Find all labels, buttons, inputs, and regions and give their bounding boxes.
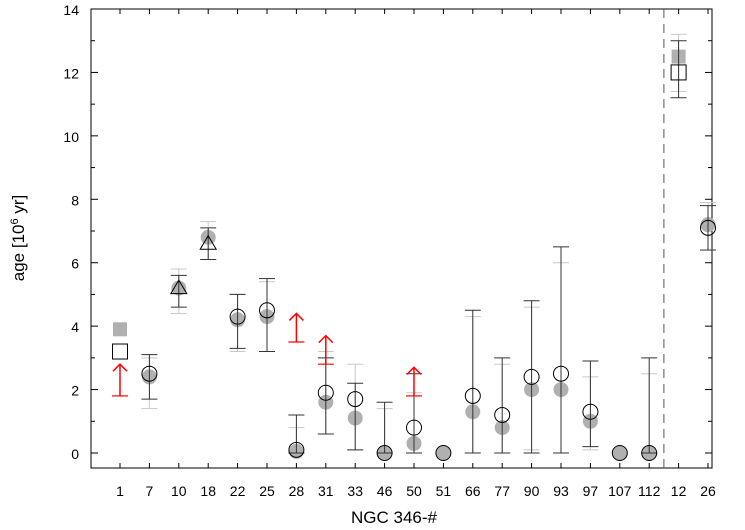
open-circle-point xyxy=(229,308,246,325)
lower-limit-arrowhead xyxy=(318,334,334,344)
y-tick-label: 8 xyxy=(71,192,79,208)
lower-limit-arrows xyxy=(112,312,422,397)
x-tick-label: 18 xyxy=(200,483,216,499)
x-tick-label: 25 xyxy=(259,483,275,499)
plot-frame xyxy=(90,8,713,469)
x-tick-label: 93 xyxy=(553,483,569,499)
gray-circle-point xyxy=(612,445,628,461)
series-open xyxy=(112,40,716,461)
open-circle-point xyxy=(317,384,334,401)
gray-circle-point xyxy=(435,445,451,461)
lower-limit-arrowhead xyxy=(288,312,304,321)
y-axis: 0 2 4 6 8 10 12 14 xyxy=(63,2,712,462)
x-tick-label: 31 xyxy=(318,483,334,499)
x-tick-label: 51 xyxy=(436,483,452,499)
y-axis-title: age [106 yr] xyxy=(9,195,28,281)
x-axis-title: NGC 346-# xyxy=(351,508,438,527)
plot-border xyxy=(90,8,713,469)
open-square-point xyxy=(670,64,687,81)
x-tick-label: 1 xyxy=(116,483,124,499)
y-tick-label: 10 xyxy=(63,129,79,145)
y-tick-label: 12 xyxy=(63,65,79,81)
open-circle-point xyxy=(259,302,275,319)
open-triangle-point xyxy=(199,234,218,250)
x-tick-label: 50 xyxy=(406,483,422,499)
open-circle-point xyxy=(376,445,393,461)
x-tick-label: 112 xyxy=(638,483,661,499)
open-circle-point xyxy=(141,365,158,382)
x-tick-label: 10 xyxy=(171,483,187,499)
open-triangle-point xyxy=(169,279,188,295)
y-axis-title-exponent: 6 xyxy=(9,218,21,224)
x-axis: 1 7 10 18 22 25 28 31 33 46 50 51 66 77 90 93 97 107 112 12… xyxy=(116,9,716,499)
open-circle-point xyxy=(347,391,364,408)
open-circle-point xyxy=(611,445,628,461)
y-tick-label: 2 xyxy=(71,383,79,399)
open-circle-point xyxy=(494,406,511,423)
open-circle-point xyxy=(464,387,481,404)
x-tick-label: 33 xyxy=(347,483,363,499)
y-tick-label: 0 xyxy=(71,446,79,462)
open-circle-point xyxy=(641,445,658,461)
x-tick-label: 22 xyxy=(230,483,246,499)
y-tick-label: 6 xyxy=(71,256,79,272)
open-circle-point xyxy=(288,441,305,458)
x-tick-label: 107 xyxy=(608,483,632,499)
open-circle-point xyxy=(435,445,452,461)
y-axis-title-main: age [10 xyxy=(9,225,28,282)
lower-limit-arrowhead xyxy=(406,366,422,375)
x-tick-label: 26 xyxy=(700,483,716,499)
x-tick-label: 66 xyxy=(465,483,481,499)
y-tick-label: 14 xyxy=(63,2,79,18)
y-axis-title-unit: yr] xyxy=(9,195,28,219)
x-tick-label: 97 xyxy=(583,483,599,499)
open-circle-point xyxy=(553,365,569,382)
x-tick-label: 12 xyxy=(671,483,687,499)
x-tick-label: 90 xyxy=(524,483,540,499)
open-circle-point xyxy=(582,403,599,420)
gray-square-point xyxy=(113,322,127,337)
open-square-point xyxy=(112,343,128,360)
open-circle-point xyxy=(523,368,540,385)
x-tick-label: 46 xyxy=(377,483,393,499)
lower-limit-arrowhead xyxy=(112,363,128,372)
open-circle-point xyxy=(700,219,716,236)
x-tick-label: 28 xyxy=(289,483,305,499)
y-tick-label: 4 xyxy=(71,319,79,335)
open-circle-point xyxy=(406,419,422,436)
x-tick-label: 77 xyxy=(494,483,510,499)
x-tick-label: 7 xyxy=(146,483,154,499)
